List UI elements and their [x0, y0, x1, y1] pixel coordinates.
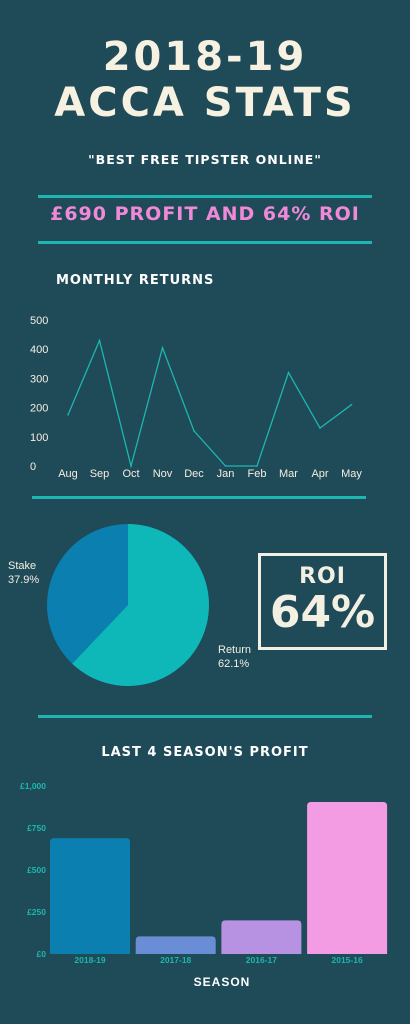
- data-point: [161, 346, 164, 349]
- data-point: [256, 465, 258, 467]
- roi-box: ROI 64%: [258, 553, 387, 650]
- divider-profit: [38, 241, 372, 244]
- x-tick-label: 2015-16: [331, 955, 362, 965]
- pie-label-stake: Stake 37.9%: [8, 559, 39, 587]
- x-tick-label: Feb: [248, 468, 267, 480]
- x-tick-label: Jan: [217, 468, 235, 480]
- divider-bottom: [38, 715, 372, 718]
- monthly-returns-chart: 0 100 200 300 400 500 Aug Sep Oct Nov Dec Jan Feb Mar…: [30, 315, 362, 480]
- data-point: [67, 414, 69, 416]
- roi-value: 64%: [269, 587, 376, 638]
- title-line-2: ACCA STATS: [54, 80, 356, 126]
- data-point: [130, 465, 132, 467]
- data-point: [319, 427, 321, 429]
- tagline: "BEST FREE TIPSTER ONLINE": [88, 152, 322, 167]
- season-profit-chart: £0 £250 £500 £750 £1,000 2018-19 2017-18 2016-1…: [20, 781, 388, 989]
- y-tick-label: £250: [27, 907, 46, 917]
- data-point: [224, 465, 227, 467]
- x-tick-label: Aug: [58, 468, 78, 480]
- x-tick-label: 2017-18: [160, 955, 191, 965]
- x-tick-label: Dec: [184, 468, 204, 480]
- data-point: [193, 430, 195, 432]
- y-tick-label: 300: [30, 373, 48, 385]
- pie-slice-return: [72, 524, 210, 686]
- x-tick-label: 2016-17: [246, 955, 277, 965]
- x-tick-label: Nov: [153, 468, 173, 480]
- y-tick-label: 500: [30, 315, 48, 327]
- x-tick-label: Oct: [122, 468, 139, 480]
- pie-slice-stake: [47, 524, 128, 664]
- roi-label: ROI: [299, 564, 346, 589]
- y-tick-label: £500: [27, 865, 46, 875]
- data-point: [98, 339, 101, 342]
- pie-stake-name: Stake: [8, 560, 37, 572]
- data-point: [287, 371, 290, 374]
- y-tick-label: £750: [27, 823, 46, 833]
- season-profit-title: LAST 4 SEASON'S PROFIT: [101, 745, 309, 760]
- x-tick-label: May: [341, 468, 362, 480]
- x-tick-label: Mar: [279, 468, 298, 480]
- x-tick-label: 2018-19: [74, 955, 105, 965]
- y-tick-label: £0: [37, 949, 47, 959]
- bar-2015-16: [307, 801, 388, 954]
- y-tick-label: 100: [30, 432, 48, 444]
- pie-return-percent: 62.1%: [218, 658, 250, 670]
- bar-2018-19: [50, 838, 130, 954]
- title-line-1: 2018-19: [102, 34, 308, 80]
- pie-label-return: Return 62.1%: [218, 643, 251, 671]
- profit-banner: £690 PROFIT AND 64% ROI: [50, 203, 360, 225]
- divider-middle: [32, 496, 366, 499]
- y-tick-label: £1,000: [20, 781, 46, 791]
- x-tick-label: Sep: [90, 468, 110, 480]
- bar-2017-18: [135, 936, 216, 954]
- y-tick-label: 200: [30, 403, 48, 415]
- pie-stake-percent: 37.9%: [8, 574, 40, 586]
- pie-return-name: Return: [218, 644, 252, 656]
- x-axis-label: SEASON: [194, 975, 251, 989]
- y-tick-label: 400: [30, 344, 48, 356]
- stake-return-pie: [47, 524, 210, 686]
- data-point: [350, 403, 353, 406]
- bar-2016-17: [221, 920, 302, 954]
- x-tick-label: Apr: [311, 468, 328, 480]
- y-tick-label: 0: [30, 461, 36, 473]
- monthly-returns-title: MONTHLY RETURNS: [56, 273, 215, 288]
- divider-top: [38, 195, 372, 198]
- series-line: [67, 338, 352, 469]
